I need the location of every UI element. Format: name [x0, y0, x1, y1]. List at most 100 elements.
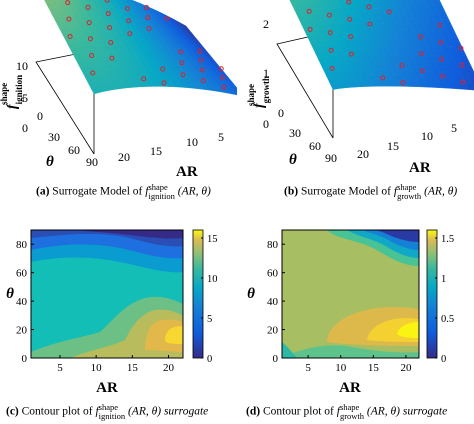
theta-label-b: θ [289, 152, 297, 168]
b-sample-marker [418, 51, 424, 57]
ar-label-a: AR [176, 164, 198, 180]
a-sample-marker [200, 78, 206, 84]
a-sample-marker [178, 49, 184, 55]
theta-tick-a-60: 60 [68, 143, 80, 157]
ar-label-b: AR [409, 160, 431, 176]
c-cbar-label-0: 0 [207, 354, 212, 365]
contour-d-level-2 [282, 342, 297, 358]
theta-tick-a-90: 90 [86, 155, 98, 169]
c-ytick-label-2: 40 [16, 296, 28, 308]
a-sample-marker [124, 6, 130, 12]
caption-d: (d) Contour plot of f shape growth (AR, θ)… [246, 402, 448, 421]
a-surface-cell [234, 91, 237, 96]
b-sample-marker [329, 65, 335, 71]
b-sample-marker [438, 39, 444, 45]
a-sample-marker [145, 15, 151, 21]
b-sample-marker [437, 22, 443, 28]
a-sample-marker [197, 48, 203, 54]
z-axis-label-growth: fgrowthshape [246, 76, 271, 108]
b-sample-marker [460, 79, 466, 85]
a-sample-marker [109, 55, 115, 61]
colorbar-d [426, 229, 438, 359]
ztick-b-1: 1 [263, 66, 269, 80]
theta-tick-a-0: 0 [37, 109, 43, 123]
d-cbar-label-1: 0.5 [441, 314, 454, 325]
a-sample-marker [146, 26, 152, 32]
ztick-b-2: 2 [263, 17, 269, 31]
a-sample-marker [160, 66, 166, 72]
c-cbar-label-1: 5 [207, 314, 212, 325]
a-sample-marker [105, 11, 111, 17]
a-sample-marker [198, 57, 204, 63]
b-sample-marker [458, 45, 464, 51]
theta-tick-a-30: 30 [48, 130, 60, 144]
a-sample-marker [221, 84, 227, 90]
a-sample-marker [66, 16, 72, 22]
b-sample-marker [348, 34, 354, 40]
a-sample-marker [65, 0, 71, 6]
d-ytick-label-2: 40 [267, 296, 279, 308]
b-sample-marker [417, 34, 423, 40]
a-sample-marker [86, 20, 92, 26]
b-sample-marker [399, 63, 405, 69]
c-cbar-label-2: 10 [207, 274, 218, 285]
y-axis-label-c: θ [6, 286, 14, 302]
b-sample-marker [347, 16, 353, 22]
b-surface-cell [468, 74, 474, 81]
surface-a-group [35, 0, 237, 155]
contour-c-frame [30, 229, 184, 359]
ar-tick-b-5: 5 [451, 121, 457, 135]
b-sample-marker [366, 4, 372, 10]
c-xtick-label-1: 10 [91, 362, 103, 374]
x-axis-label-c: AR [96, 380, 118, 396]
ar-tick-a-10: 10 [186, 135, 198, 149]
b-sample-marker [419, 68, 425, 74]
c-ytick-label-4: 80 [16, 239, 28, 251]
d-ytick-label-3: 60 [267, 268, 279, 280]
a-sample-marker [104, 0, 110, 3]
a-sample-marker [164, 16, 170, 22]
contour-c-level-8 [165, 326, 183, 344]
b-sample-marker [380, 75, 386, 81]
colorbar-c [192, 229, 204, 359]
contour-plot-growth: 5 10 15 20 0 20 40 60 80 0 0.5 1 1.5 AR θ [247, 229, 454, 396]
a-sample-marker [161, 80, 167, 86]
ztick-a-0: 0 [22, 121, 28, 135]
a-sample-marker [85, 4, 91, 10]
caption-a: (a) Surrogate Model of f shape ignition (A… [36, 182, 211, 201]
d-cbar-label-3: 1.5 [441, 234, 454, 245]
y-axis-label-d: θ [247, 286, 255, 302]
surface-plot-growth: fgrowthshape 2 1 0 0 30 60 90 θ 20 15 10… [246, 0, 474, 176]
a-sample-marker [179, 60, 185, 66]
contour-d-level-6 [377, 230, 419, 242]
ar-tick-b-15: 15 [387, 139, 399, 153]
b-surface-cell [466, 84, 474, 91]
b-surface-cell [470, 79, 474, 86]
ztick-a-10: 10 [16, 59, 28, 73]
b-sample-marker [326, 12, 332, 18]
theta-tick-b-60: 60 [309, 139, 321, 153]
c-xtick-label-0: 5 [57, 362, 63, 374]
z-axis-label-ignition: fignitionshape [0, 75, 24, 109]
contour-d-level-1 [282, 345, 419, 358]
ar-tick-b-10: 10 [421, 129, 433, 143]
a-surface-cell [231, 88, 237, 93]
theta-tick-b-30: 30 [289, 126, 301, 140]
c-ytick-label-0: 0 [22, 353, 28, 365]
ar-tick-a-5: 5 [218, 130, 224, 144]
b-sample-marker [348, 51, 354, 57]
b-sample-marker [306, 8, 312, 14]
theta-tick-b-90: 90 [325, 151, 337, 165]
a-surface-cell [228, 84, 237, 90]
theta-label-a: θ [46, 154, 54, 170]
d-xtick-label-1: 10 [335, 362, 347, 374]
ar-tick-a-20: 20 [118, 150, 130, 164]
a-sample-marker [126, 18, 132, 24]
b-sample-marker [346, 0, 352, 5]
b-sample-marker [386, 9, 392, 15]
ztick-b-0: 0 [263, 117, 269, 131]
ar-tick-a-15: 15 [150, 144, 162, 158]
b-surface-cell [465, 68, 474, 75]
b-sample-marker [367, 21, 373, 27]
a-sample-marker [108, 40, 114, 46]
